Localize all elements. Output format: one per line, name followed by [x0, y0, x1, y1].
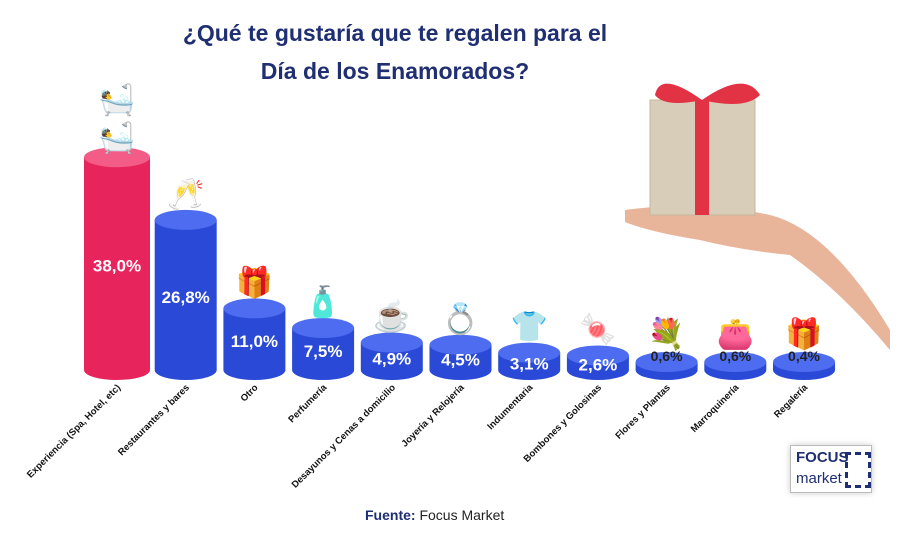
bar-10: 0,4%🎁 Regalería	[772, 316, 835, 420]
clothes-icon: 👕	[511, 311, 548, 344]
title-line-2: Día de los Enamorados?	[260, 58, 530, 84]
category-label: Perfumería	[286, 382, 329, 425]
bar-2: 11,0% 🎁 Otro	[223, 264, 286, 404]
source-label: Fuente:	[365, 507, 416, 523]
perfume-icon: 🧴	[304, 284, 341, 319]
champagne-toast-icon: 🥂	[167, 177, 204, 211]
category-label: Indumentaria	[485, 382, 535, 432]
category-label: Otro	[239, 382, 261, 404]
category-label: Bombones y Golosinas	[522, 382, 604, 464]
data-label: 7,5%	[304, 342, 343, 361]
source-value: Focus Market	[419, 507, 505, 523]
data-label: 0,6%	[651, 348, 683, 364]
bar-0: 38,0%🛀🛀🛀Experiencia (Spa, Hotel, etc)	[25, 82, 150, 480]
data-label: 4,5%	[441, 350, 480, 369]
bar-body	[154, 219, 217, 380]
logo-text-2: market	[796, 470, 842, 487]
category-label: Marroquinería	[689, 382, 742, 435]
chart-title: ¿Qué te gustaría que te regalen para el …	[0, 14, 900, 90]
logo-text-1: FOCUS	[796, 449, 849, 466]
wallet-icon: 👛	[717, 318, 754, 351]
breakfast-icon: ☕	[373, 298, 410, 334]
bar-top	[429, 334, 492, 355]
category-label: Experiencia (Spa, Hotel, etc)	[25, 382, 123, 480]
gift-in-hand-illustration	[625, 83, 890, 350]
bar-8: 0,6%💐 Flores y Plantas	[613, 315, 698, 442]
data-label: 3,1%	[510, 354, 549, 373]
bar-top	[773, 352, 835, 372]
candy-icon: 🍬	[579, 311, 616, 346]
category-label: Joyería y Relojería	[399, 382, 467, 450]
bar-top	[566, 345, 629, 366]
bar-top	[84, 147, 150, 168]
bar-body	[292, 328, 355, 380]
logo-frame-icon	[845, 452, 871, 488]
ring-icon: 💍	[442, 301, 479, 337]
bar-3: 7,5% 🧴 Perfumería	[286, 284, 355, 425]
source-note: Fuente: Focus Market	[365, 507, 504, 523]
bar-top	[704, 352, 767, 372]
spa-massage-icon: 🛀	[98, 82, 135, 117]
data-label: 2,6%	[579, 356, 618, 375]
bar-6: 3,1% 👕 Indumentaria	[485, 311, 561, 432]
gift-icon: 🎁	[785, 316, 822, 351]
data-label: 4,9%	[372, 349, 411, 368]
bar-top	[635, 352, 698, 372]
title-line-1: ¿Qué te gustaría que te regalen para el	[182, 20, 608, 46]
data-label: 11,0%	[231, 332, 278, 351]
focus-market-logo: FOCUS market	[790, 445, 872, 493]
bar-body	[84, 157, 150, 380]
bar-top	[292, 318, 355, 338]
data-label: 0,4%	[788, 348, 820, 364]
data-label: 0,6%	[719, 348, 751, 364]
category-label: Regalería	[772, 382, 811, 421]
bar-9: 0,6%👛 Marroquinería	[689, 318, 767, 435]
spa-massage-icon: 🛀	[98, 120, 135, 155]
category-label: Restaurantes y bares	[116, 382, 192, 458]
bar-body	[223, 308, 286, 380]
bar-top	[360, 332, 423, 353]
bar-top	[223, 298, 286, 319]
data-label: 38,0%	[93, 257, 141, 276]
bar-top	[154, 209, 217, 230]
bouquet-icon: 💐	[648, 315, 685, 352]
gift-icon: 🎁	[236, 264, 273, 299]
bar-body	[360, 342, 423, 380]
bar-top	[498, 342, 561, 363]
category-label: Flores y Plantas	[613, 382, 672, 441]
data-label: 26,8%	[162, 288, 210, 307]
bar-body	[429, 344, 492, 380]
